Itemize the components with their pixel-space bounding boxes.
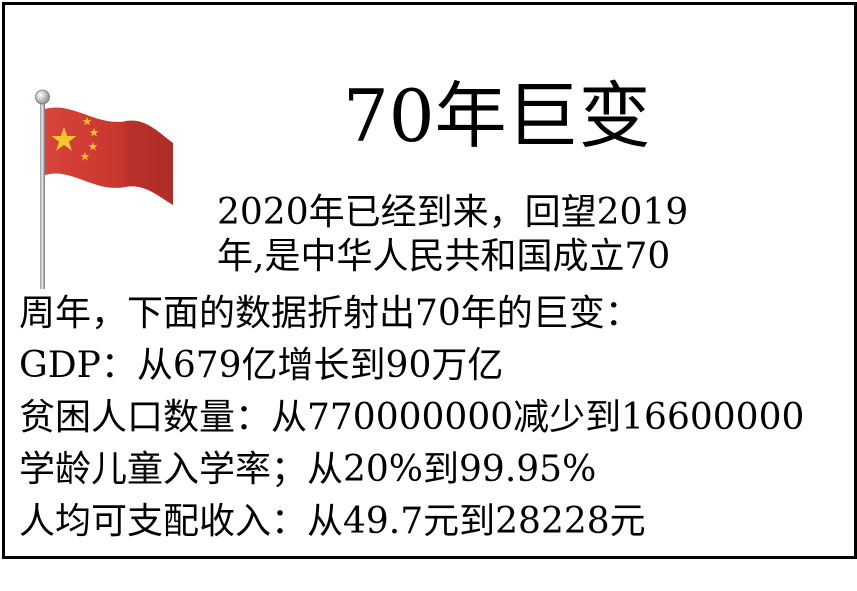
card-frame: 70年巨变 2020年已经到来，回望2019 年,是中华人民共和国成立70 周年… bbox=[2, 2, 857, 559]
china-flag-icon bbox=[35, 89, 173, 289]
intro-line-1: 2020年已经到来，回望2019 bbox=[217, 192, 689, 233]
stat-school-enrollment: 学龄儿童入学率；从20%到99.95% bbox=[19, 449, 597, 490]
page-title: 70年巨变 bbox=[343, 74, 651, 158]
intro-line-2: 年,是中华人民共和国成立70 bbox=[217, 236, 671, 277]
stat-gdp: GDP：从679亿增长到90万亿 bbox=[19, 345, 504, 386]
stat-poverty: 贫困人口数量：从770000000减少到16600000 bbox=[19, 397, 805, 438]
stat-disposable-income: 人均可支配收入：从49.7元到28228元 bbox=[19, 501, 646, 542]
intro-line-3: 周年，下面的数据折射出70年的巨变： bbox=[19, 293, 641, 334]
intro-paragraph: 2020年已经到来，回望2019 年,是中华人民共和国成立70 bbox=[217, 191, 688, 279]
